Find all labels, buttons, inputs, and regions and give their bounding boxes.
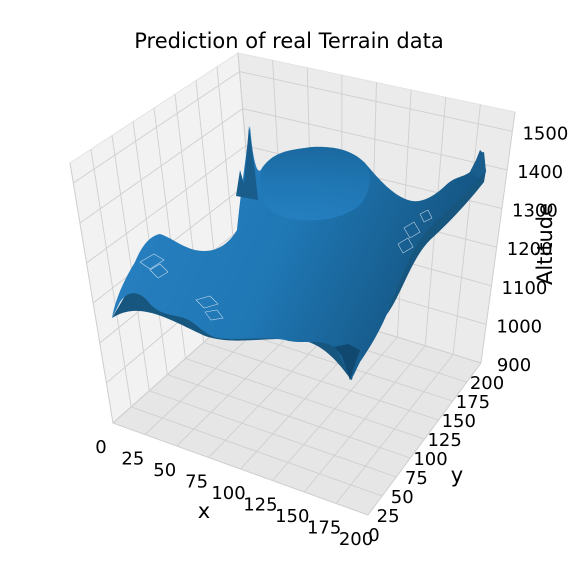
x-tick-label: 125 bbox=[243, 495, 277, 516]
y-tick-label: 0 bbox=[368, 525, 379, 546]
y-tick-label: 25 bbox=[377, 506, 400, 527]
x-tick-label: 75 bbox=[185, 472, 208, 493]
x-tick-label: 25 bbox=[121, 449, 144, 470]
x-tick-label: 0 bbox=[95, 437, 106, 458]
x-tick-label: 175 bbox=[307, 518, 341, 539]
z-axis-title: Altitude bbox=[533, 203, 557, 285]
y-tick-label: 175 bbox=[456, 392, 490, 413]
surface-dome bbox=[261, 147, 370, 221]
x-axis-title: x bbox=[198, 499, 210, 523]
y-tick-label: 125 bbox=[427, 430, 461, 451]
z-tick-label: 1400 bbox=[517, 162, 563, 183]
z-tick-label: 900 bbox=[497, 355, 531, 376]
x-tick-label: 150 bbox=[275, 506, 309, 527]
y-tick-label: 100 bbox=[413, 449, 447, 470]
x-tick-label: 100 bbox=[211, 483, 245, 504]
z-tick-label: 1500 bbox=[522, 123, 568, 144]
y-axis-title: y bbox=[451, 463, 463, 487]
y-tick-label: 75 bbox=[405, 468, 428, 489]
chart-title: Prediction of real Terrain data bbox=[134, 29, 443, 53]
x-tick-label: 50 bbox=[153, 460, 176, 481]
y-tick-label: 50 bbox=[391, 487, 414, 508]
z-tick-label: 1000 bbox=[496, 316, 542, 337]
y-tick-label: 200 bbox=[470, 373, 504, 394]
y-tick-label: 150 bbox=[442, 411, 476, 432]
